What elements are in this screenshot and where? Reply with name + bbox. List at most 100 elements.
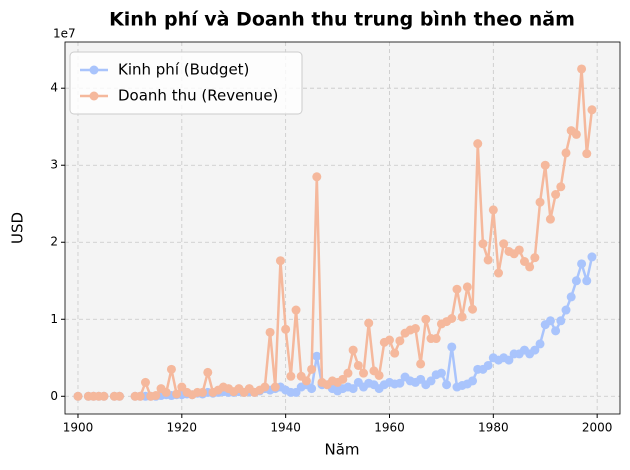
y-tick-label: 2 xyxy=(50,235,58,249)
point xyxy=(556,316,566,326)
point xyxy=(426,376,436,386)
plot-frame xyxy=(64,41,621,415)
point xyxy=(436,368,446,378)
point xyxy=(551,189,561,199)
point xyxy=(452,284,462,294)
x-tick-label: 1940 xyxy=(270,421,301,435)
point xyxy=(540,160,550,170)
x-tick-label: 1960 xyxy=(374,421,405,435)
chart-title: Kinh phí và Doanh thu trung bình theo nă… xyxy=(109,9,575,31)
point xyxy=(395,336,405,346)
x-axis-label: Năm xyxy=(324,441,359,459)
point xyxy=(462,282,472,292)
point xyxy=(431,334,441,344)
y-tick-label: 4 xyxy=(50,81,58,95)
point xyxy=(270,382,280,392)
point xyxy=(535,339,545,349)
point xyxy=(525,262,535,272)
point xyxy=(301,376,311,386)
point xyxy=(203,367,213,377)
point xyxy=(468,304,478,314)
x-tick-label: 1980 xyxy=(478,421,509,435)
point xyxy=(545,316,555,326)
point xyxy=(348,345,358,355)
point xyxy=(73,391,83,401)
point xyxy=(582,276,592,286)
point xyxy=(198,387,208,397)
point xyxy=(416,359,426,369)
point xyxy=(447,342,457,352)
point xyxy=(291,305,301,315)
point xyxy=(499,239,509,249)
point xyxy=(488,205,498,215)
point xyxy=(135,391,145,401)
point xyxy=(587,105,597,115)
point xyxy=(275,256,285,266)
x-tick-label: 2000 xyxy=(582,421,613,435)
y-axis-label: USD xyxy=(9,212,27,244)
y-offset-label: 1e7 xyxy=(53,27,76,41)
point xyxy=(307,364,317,374)
legend-box xyxy=(69,51,303,115)
point xyxy=(348,384,358,394)
point xyxy=(561,148,571,158)
legend-label: Kinh phí (Budget) xyxy=(118,61,249,79)
x-tick-label: 1900 xyxy=(63,421,94,435)
point xyxy=(483,360,493,370)
point xyxy=(468,376,478,386)
point xyxy=(265,327,275,337)
legend-marker xyxy=(89,65,99,75)
point xyxy=(535,197,545,207)
point xyxy=(473,139,483,149)
point xyxy=(338,374,348,384)
point xyxy=(151,391,161,401)
point xyxy=(478,239,488,249)
point xyxy=(343,368,353,378)
point xyxy=(494,268,504,278)
point xyxy=(161,387,171,397)
y-tick-label: 3 xyxy=(50,158,58,172)
point xyxy=(566,292,576,302)
point xyxy=(551,326,561,336)
point xyxy=(384,335,394,345)
point xyxy=(571,129,581,139)
y-tick-label: 0 xyxy=(50,389,58,403)
point xyxy=(281,324,291,334)
point xyxy=(312,351,322,361)
point xyxy=(571,276,581,286)
point xyxy=(307,384,317,394)
point xyxy=(364,318,374,328)
point xyxy=(483,255,493,265)
point xyxy=(530,253,540,263)
point xyxy=(545,214,555,224)
point xyxy=(582,149,592,159)
point xyxy=(172,389,182,399)
point xyxy=(140,377,150,387)
point xyxy=(312,172,322,182)
point xyxy=(374,370,384,380)
point xyxy=(359,368,369,378)
point xyxy=(504,355,514,365)
legend-marker xyxy=(89,91,99,101)
legend-label: Doanh thu (Revenue) xyxy=(118,87,278,105)
point xyxy=(457,312,467,322)
point xyxy=(514,245,524,255)
point xyxy=(421,314,431,324)
point xyxy=(587,252,597,262)
point xyxy=(447,313,457,323)
point xyxy=(353,360,363,370)
point xyxy=(556,182,566,192)
point xyxy=(410,324,420,334)
point xyxy=(390,348,400,358)
point xyxy=(99,391,109,401)
point xyxy=(577,259,587,269)
point xyxy=(260,382,270,392)
point xyxy=(286,371,296,381)
point xyxy=(115,391,125,401)
point xyxy=(530,345,540,355)
point xyxy=(561,305,571,315)
x-tick-label: 1920 xyxy=(167,421,198,435)
point xyxy=(577,64,587,74)
point xyxy=(166,364,176,374)
